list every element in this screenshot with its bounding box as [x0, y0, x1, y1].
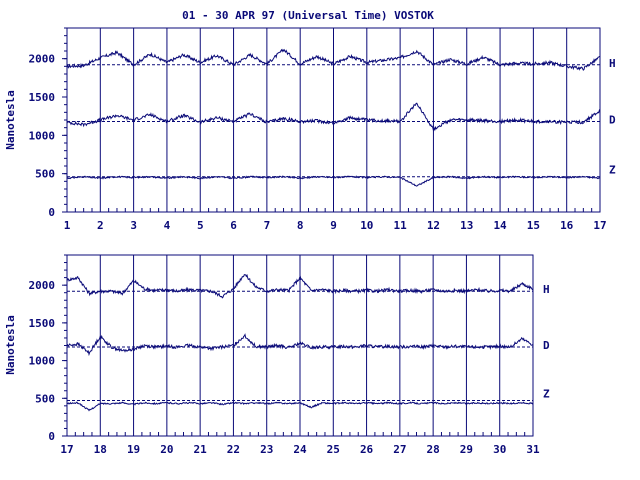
x-tick-label: 2	[97, 219, 104, 232]
x-tick-label: 17	[593, 219, 606, 232]
x-tick-label: 30	[493, 443, 506, 456]
x-tick-label: 22	[227, 443, 240, 456]
x-tick-label: 12	[427, 219, 440, 232]
x-tick-label: 7	[264, 219, 271, 232]
x-tick-label: 19	[127, 443, 140, 456]
x-tick-label: 20	[160, 443, 173, 456]
x-tick-label: 5	[197, 219, 204, 232]
series-line-z	[66, 175, 601, 187]
series-label-z: Z	[609, 164, 616, 177]
series-label-d: D	[543, 339, 550, 352]
x-tick-label: 6	[230, 219, 237, 232]
x-tick-label: 3	[130, 219, 137, 232]
x-tick-label: 31	[526, 443, 540, 456]
y-tick-label: 500	[35, 392, 55, 405]
x-tick-label: 13	[460, 219, 473, 232]
x-tick-label: 29	[460, 443, 473, 456]
x-tick-label: 24	[293, 443, 307, 456]
x-tick-label: 1	[64, 219, 71, 232]
y-tick-label: 1500	[29, 91, 56, 104]
x-tick-label: 8	[297, 219, 304, 232]
x-tick-label: 4	[164, 219, 171, 232]
y-tick-label: 0	[48, 430, 55, 443]
x-tick-label: 9	[330, 219, 337, 232]
x-tick-label: 28	[427, 443, 440, 456]
y-axis-label: Nanotesla	[4, 90, 17, 150]
y-axis-label: Nanotesla	[4, 315, 17, 375]
x-tick-label: 21	[194, 443, 208, 456]
series-line-z	[66, 401, 534, 412]
series-line-d	[66, 102, 601, 133]
x-tick-label: 18	[94, 443, 107, 456]
x-tick-label: 27	[393, 443, 406, 456]
x-tick-label: 26	[360, 443, 374, 456]
x-tick-label: 25	[327, 443, 340, 456]
x-tick-label: 16	[560, 219, 574, 232]
series-label-h: H	[609, 57, 616, 70]
y-tick-label: 2000	[29, 53, 56, 66]
x-tick-label: 15	[527, 219, 540, 232]
series-line-h	[66, 48, 601, 71]
y-tick-label: 1000	[29, 355, 56, 368]
series-line-h	[66, 273, 534, 299]
series-label-d: D	[609, 114, 616, 127]
series-line-d	[66, 333, 534, 357]
y-tick-label: 1000	[29, 129, 56, 142]
y-tick-label: 0	[48, 206, 55, 219]
panel-bottom: Nanotesla 17 18 19 20 21 22 23 24 25 26 27 28 29 30 31 0…	[4, 254, 550, 456]
x-tick-label: 14	[493, 219, 507, 232]
x-tick-label: 10	[360, 219, 373, 232]
y-tick-label: 1500	[29, 317, 56, 330]
x-tick-label: 11	[394, 219, 408, 232]
series-label-h: H	[543, 283, 550, 296]
y-tick-label: 500	[35, 168, 55, 181]
x-tick-label: 23	[260, 443, 273, 456]
series-label-z: Z	[543, 388, 550, 401]
y-tick-label: 2000	[29, 279, 56, 292]
chart-title: 01 - 30 APR 97 (Universal Time) VOSTOK	[182, 9, 434, 22]
x-tick-label: 17	[60, 443, 73, 456]
